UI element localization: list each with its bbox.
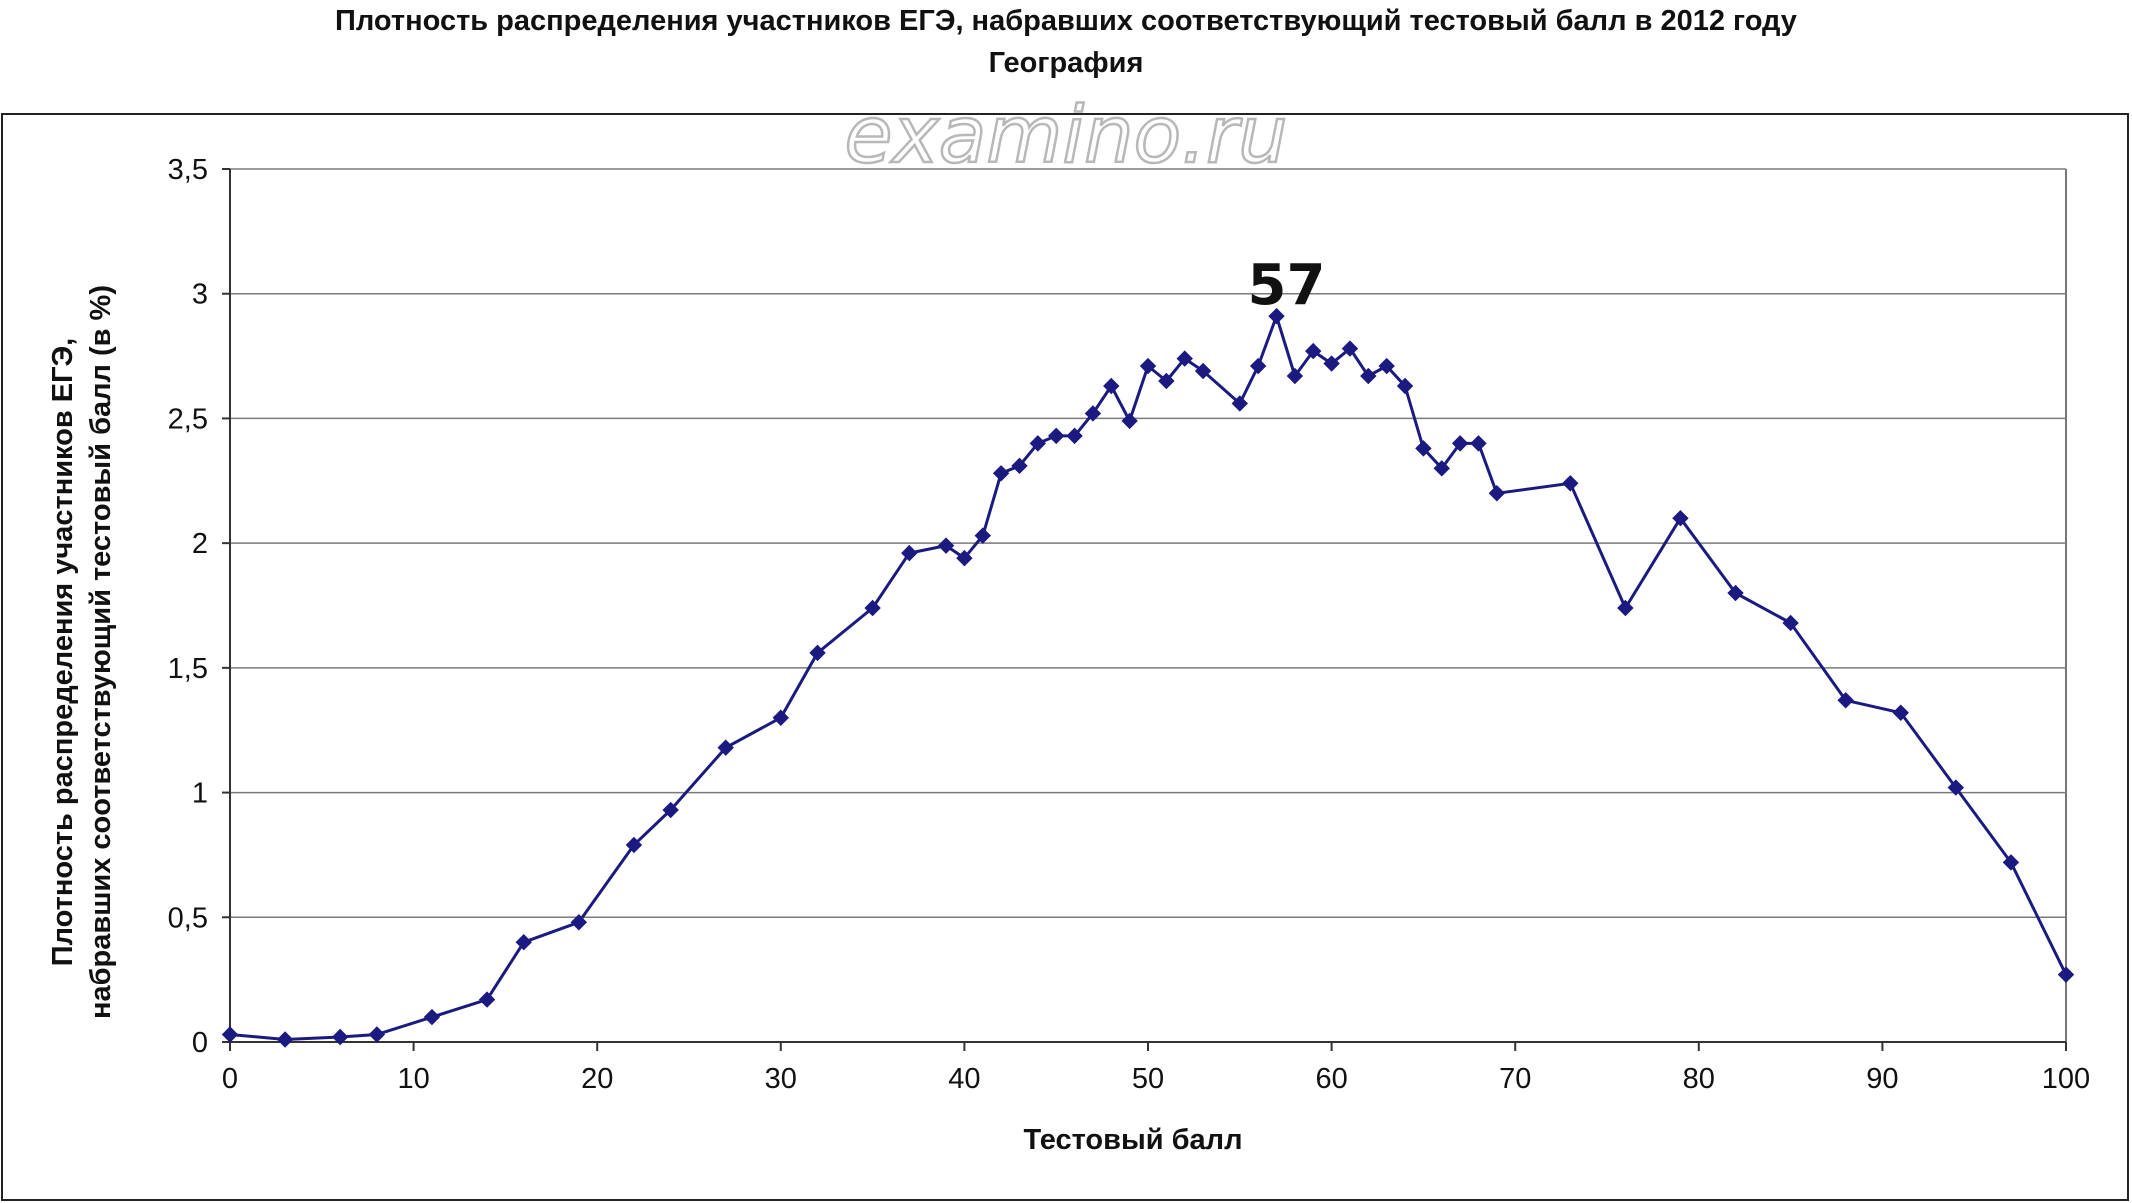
data-point bbox=[1121, 412, 1138, 430]
data-point bbox=[1286, 367, 1304, 385]
y-tick-label: 0,5 bbox=[168, 902, 208, 934]
y-axis-title-line-2: набравших соответствующий тестовый балл … bbox=[85, 285, 117, 1019]
data-point bbox=[1047, 427, 1065, 445]
series-line bbox=[229, 314, 2068, 1041]
data-point bbox=[772, 709, 790, 726]
data-point bbox=[717, 739, 734, 756]
data-point bbox=[864, 599, 881, 617]
data-point bbox=[515, 934, 532, 951]
data-point bbox=[1341, 340, 1359, 357]
data-point bbox=[2002, 854, 2020, 871]
data-point bbox=[2057, 966, 2075, 983]
data-point bbox=[937, 537, 955, 554]
data-point bbox=[1323, 355, 1340, 372]
data-point bbox=[1892, 704, 1909, 721]
data-point bbox=[1360, 367, 1377, 385]
x-tick-label: 60 bbox=[1315, 1063, 1347, 1095]
data-point bbox=[662, 801, 679, 819]
data-point bbox=[423, 1008, 441, 1026]
data-point bbox=[992, 465, 1010, 482]
x-tick-label: 30 bbox=[765, 1063, 797, 1095]
data-point bbox=[625, 836, 643, 854]
data-point bbox=[956, 549, 973, 567]
peak-annotation: 57 bbox=[1248, 253, 1326, 318]
y-tick-label: 0 bbox=[192, 1027, 208, 1059]
grid-lines bbox=[230, 168, 2067, 1042]
data-point bbox=[331, 1028, 349, 1046]
chart-frame bbox=[1, 113, 2129, 1201]
y-axis-title-line-1: Плотность распределения участников ЕГЭ, bbox=[47, 338, 79, 966]
data-point bbox=[1947, 779, 1965, 796]
x-tick-label: 50 bbox=[1132, 1063, 1164, 1095]
y-tick-label: 1 bbox=[192, 778, 208, 810]
data-point bbox=[1084, 405, 1102, 422]
data-point bbox=[1158, 372, 1175, 390]
data-point bbox=[1470, 435, 1487, 452]
watermark-logo: examino.ru bbox=[844, 91, 1287, 181]
y-tick-label: 2 bbox=[192, 528, 208, 560]
y-tick-label: 2,5 bbox=[168, 403, 208, 435]
x-tick-label: 40 bbox=[948, 1063, 980, 1095]
x-tick-label: 10 bbox=[397, 1063, 429, 1095]
x-tick-label: 90 bbox=[1866, 1063, 1898, 1095]
data-point bbox=[809, 644, 826, 662]
chart-title-block: Плотность распределения участников ЕГЭ, … bbox=[0, 0, 2132, 84]
x-tick-label: 80 bbox=[1683, 1063, 1715, 1095]
data-point bbox=[1488, 485, 1506, 502]
data-point bbox=[1066, 427, 1083, 445]
y-tick-label: 1,5 bbox=[168, 653, 208, 685]
chart-subtitle: География bbox=[988, 47, 1144, 79]
x-tick-label: 70 bbox=[1499, 1063, 1531, 1095]
x-tick-label: 0 bbox=[222, 1063, 238, 1095]
data-point bbox=[1451, 435, 1469, 452]
data-point bbox=[1176, 350, 1193, 367]
data-point bbox=[1396, 377, 1414, 395]
data-point bbox=[1268, 307, 1285, 325]
data-point bbox=[1029, 435, 1047, 452]
data-point bbox=[1562, 475, 1579, 492]
data-point bbox=[1617, 599, 1634, 617]
series-markers bbox=[221, 307, 2075, 1048]
data-point bbox=[1194, 362, 1212, 380]
data-point bbox=[1103, 377, 1120, 395]
data-point bbox=[368, 1026, 386, 1043]
x-tick-label: 20 bbox=[581, 1063, 613, 1095]
data-point bbox=[974, 527, 991, 544]
y-tick-label: 3,5 bbox=[168, 154, 208, 186]
y-tick-label: 3 bbox=[192, 279, 208, 311]
data-point bbox=[1011, 457, 1028, 475]
y-axis-title: Плотность распределения участников ЕГЭ, … bbox=[47, 285, 117, 1019]
data-point bbox=[276, 1031, 294, 1048]
data-point bbox=[1305, 342, 1322, 360]
data-point bbox=[901, 544, 918, 562]
data-point bbox=[1415, 440, 1432, 457]
chart-title: Плотность распределения участников ЕГЭ, … bbox=[335, 5, 1797, 37]
data-point bbox=[1249, 357, 1267, 375]
data-point bbox=[1782, 614, 1799, 632]
data-point bbox=[1727, 584, 1744, 602]
axes: 0 0,5 1 1,5 2 2,5 3 3,5 0 10 20 30 40 50 60 70 80 90 100 bbox=[168, 154, 2091, 1095]
data-point bbox=[1837, 692, 1854, 709]
series-path bbox=[229, 314, 2068, 1041]
x-axis-title: Тестовый балл bbox=[1023, 1124, 1242, 1156]
data-point bbox=[478, 991, 496, 1008]
data-point bbox=[1378, 357, 1395, 375]
data-point bbox=[1139, 357, 1157, 375]
x-tick-label: 100 bbox=[2042, 1063, 2090, 1095]
data-point bbox=[570, 914, 588, 931]
data-point bbox=[1433, 460, 1450, 477]
data-point bbox=[1672, 509, 1689, 527]
data-point bbox=[221, 1026, 239, 1043]
data-point bbox=[1231, 395, 1249, 412]
